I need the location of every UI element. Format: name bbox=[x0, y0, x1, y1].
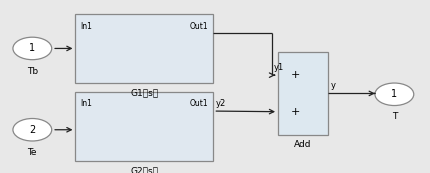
Bar bbox=[75, 92, 213, 161]
Ellipse shape bbox=[13, 37, 52, 60]
Text: 1: 1 bbox=[390, 89, 396, 99]
Text: Tb: Tb bbox=[27, 67, 38, 76]
Text: In1: In1 bbox=[80, 22, 92, 31]
Text: In1: In1 bbox=[80, 99, 92, 108]
Text: +: + bbox=[290, 107, 299, 117]
Text: Out1: Out1 bbox=[189, 22, 208, 31]
Text: +: + bbox=[290, 70, 299, 80]
Text: y1: y1 bbox=[273, 63, 283, 72]
Text: Te: Te bbox=[28, 148, 37, 157]
Text: G1（s）: G1（s） bbox=[130, 88, 158, 97]
Text: T: T bbox=[391, 112, 396, 121]
Ellipse shape bbox=[374, 83, 413, 106]
Text: G2（s）: G2（s） bbox=[130, 166, 158, 173]
Ellipse shape bbox=[13, 119, 52, 141]
Text: 2: 2 bbox=[29, 125, 35, 135]
Bar bbox=[75, 14, 213, 83]
Text: 1: 1 bbox=[29, 43, 35, 53]
Text: y2: y2 bbox=[215, 99, 225, 108]
Text: y: y bbox=[330, 81, 335, 90]
Text: Out1: Out1 bbox=[189, 99, 208, 108]
Text: Add: Add bbox=[293, 140, 311, 149]
Bar bbox=[277, 52, 327, 135]
